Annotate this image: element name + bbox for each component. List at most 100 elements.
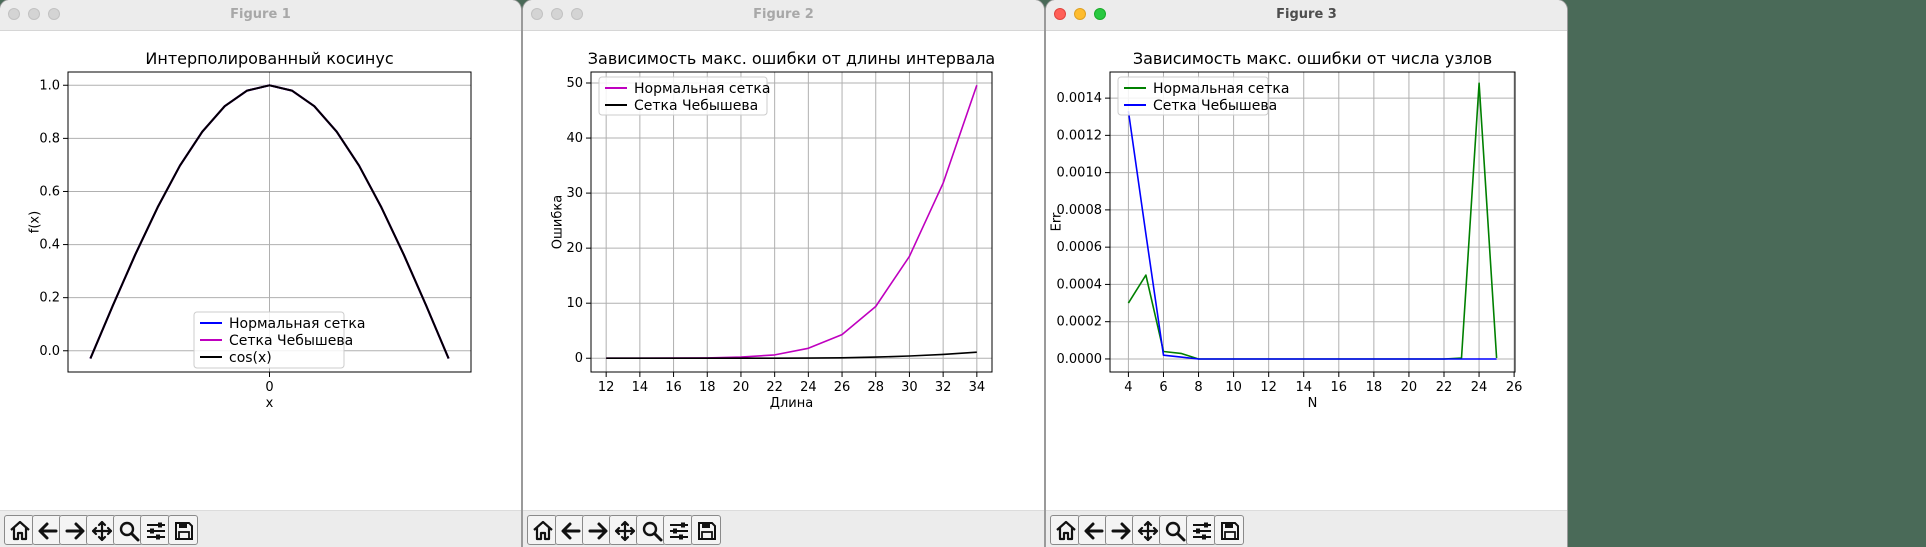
legend-entry: Нормальная сетка [229, 316, 365, 332]
navigation-toolbar [0, 510, 521, 547]
axes-frame [590, 71, 993, 373]
configure-subplots-button[interactable] [663, 515, 693, 545]
forward-arrow-icon [65, 522, 85, 540]
minimize-window-button[interactable] [28, 8, 40, 20]
y-tick-label: 0.0012 [1057, 128, 1103, 143]
legend-entry: Нормальная сетка [634, 81, 770, 97]
window-title: Figure 3 [1276, 7, 1337, 22]
back-arrow-button[interactable] [555, 515, 585, 545]
window-title: Figure 1 [230, 7, 291, 22]
save-disk-button[interactable] [691, 515, 721, 545]
y-tick-label: 0.4 [39, 238, 60, 253]
legend-entry: cos(x) [229, 350, 272, 366]
window-title: Figure 2 [753, 7, 814, 22]
zoom-magnifier-button[interactable] [113, 515, 143, 545]
y-tick-label: 40 [566, 131, 583, 146]
configure-subplots-button[interactable] [140, 515, 170, 545]
legend-box [598, 76, 768, 116]
legend-entry: Нормальная сетка [1153, 81, 1289, 97]
y-tick-label: 0.0 [39, 344, 60, 359]
save-disk-icon [175, 522, 193, 540]
y-tick-label: 0.8 [39, 131, 60, 146]
x-tick-label: 10 [1225, 380, 1242, 395]
back-arrow-icon [1084, 522, 1104, 540]
forward-arrow-button[interactable] [59, 515, 89, 545]
window-titlebar[interactable]: Figure 2 [523, 0, 1044, 31]
y-axis-label: f(x) [28, 211, 43, 233]
save-disk-button[interactable] [1214, 515, 1244, 545]
y-tick-label: 0.6 [39, 184, 60, 199]
pan-move-icon [614, 520, 636, 542]
x-tick-label: 0 [265, 380, 273, 395]
legend-entry: Сетка Чебышева [634, 98, 758, 114]
pan-move-icon [1137, 520, 1159, 542]
legend-box [1117, 76, 1269, 116]
pan-move-button[interactable] [609, 515, 639, 545]
x-tick-label: 24 [1471, 380, 1488, 395]
plot-canvas[interactable]: Зависимость макс. ошибки от числа узлов 4… [1046, 30, 1567, 510]
forward-arrow-icon [1111, 522, 1131, 540]
forward-arrow-icon [588, 522, 608, 540]
x-axis-label: Длина [770, 396, 813, 411]
x-tick-label: 32 [935, 380, 952, 395]
x-tick-label: 8 [1194, 380, 1202, 395]
close-window-button[interactable] [1054, 8, 1066, 20]
x-tick-label: 14 [1295, 380, 1312, 395]
minimize-window-button[interactable] [1074, 8, 1086, 20]
x-axis-label: N [1308, 396, 1318, 411]
y-tick-label: 0.0000 [1057, 352, 1103, 367]
zoom-magnifier-icon [642, 521, 663, 542]
x-tick-label: 20 [1401, 380, 1418, 395]
zoom-window-button[interactable] [571, 8, 583, 20]
x-tick-label: 34 [969, 380, 986, 395]
home-button[interactable] [1050, 515, 1080, 545]
x-tick-label: 22 [1436, 380, 1453, 395]
home-button[interactable] [4, 515, 34, 545]
home-icon [10, 520, 30, 541]
close-window-button[interactable] [8, 8, 20, 20]
axes-frame [1109, 71, 1516, 373]
zoom-window-button[interactable] [48, 8, 60, 20]
x-tick-label: 30 [901, 380, 918, 395]
series-line-0 [606, 84, 978, 360]
minimize-window-button[interactable] [551, 8, 563, 20]
x-tick-label: 20 [733, 380, 750, 395]
x-tick-label: 14 [632, 380, 649, 395]
y-axis-label: Ошибка [551, 195, 566, 249]
x-tick-label: 12 [598, 380, 615, 395]
x-tick-label: 26 [834, 380, 851, 395]
configure-subplots-button[interactable] [1186, 515, 1216, 545]
x-tick-label: 24 [800, 380, 817, 395]
save-disk-icon [698, 522, 716, 540]
figure-window-3: Figure 3 Зависимость макс. ошибки от чис… [1046, 0, 1567, 547]
plot-canvas[interactable]: Зависимость макс. ошибки от длины интерв… [523, 30, 1044, 510]
x-tick-label: 28 [867, 380, 884, 395]
zoom-magnifier-button[interactable] [1159, 515, 1189, 545]
x-tick-label: 16 [1331, 380, 1348, 395]
zoom-magnifier-button[interactable] [636, 515, 666, 545]
save-disk-button[interactable] [168, 515, 198, 545]
series-line-1 [606, 351, 977, 360]
close-window-button[interactable] [531, 8, 543, 20]
window-titlebar[interactable]: Figure 1 [0, 0, 521, 31]
back-arrow-button[interactable] [1078, 515, 1108, 545]
configure-subplots-icon [1193, 522, 1211, 540]
zoom-magnifier-icon [1165, 521, 1186, 542]
zoom-magnifier-icon [119, 521, 140, 542]
plot-canvas[interactable]: Интерполированный косинус 0 0.0 0.2 0.4 0.6 0.… [0, 30, 521, 510]
pan-move-button[interactable] [86, 515, 116, 545]
zoom-window-button[interactable] [1094, 8, 1106, 20]
forward-arrow-button[interactable] [1105, 515, 1135, 545]
y-tick-label: 10 [566, 296, 583, 311]
series-line-1 [1127, 110, 1497, 360]
window-titlebar[interactable]: Figure 3 [1046, 0, 1567, 31]
back-arrow-button[interactable] [32, 515, 62, 545]
home-icon [533, 520, 553, 541]
navigation-toolbar [1046, 510, 1567, 547]
x-tick-label: 4 [1124, 380, 1132, 395]
home-button[interactable] [527, 515, 557, 545]
forward-arrow-button[interactable] [582, 515, 612, 545]
x-tick-label: 18 [1366, 380, 1383, 395]
pan-move-button[interactable] [1132, 515, 1162, 545]
